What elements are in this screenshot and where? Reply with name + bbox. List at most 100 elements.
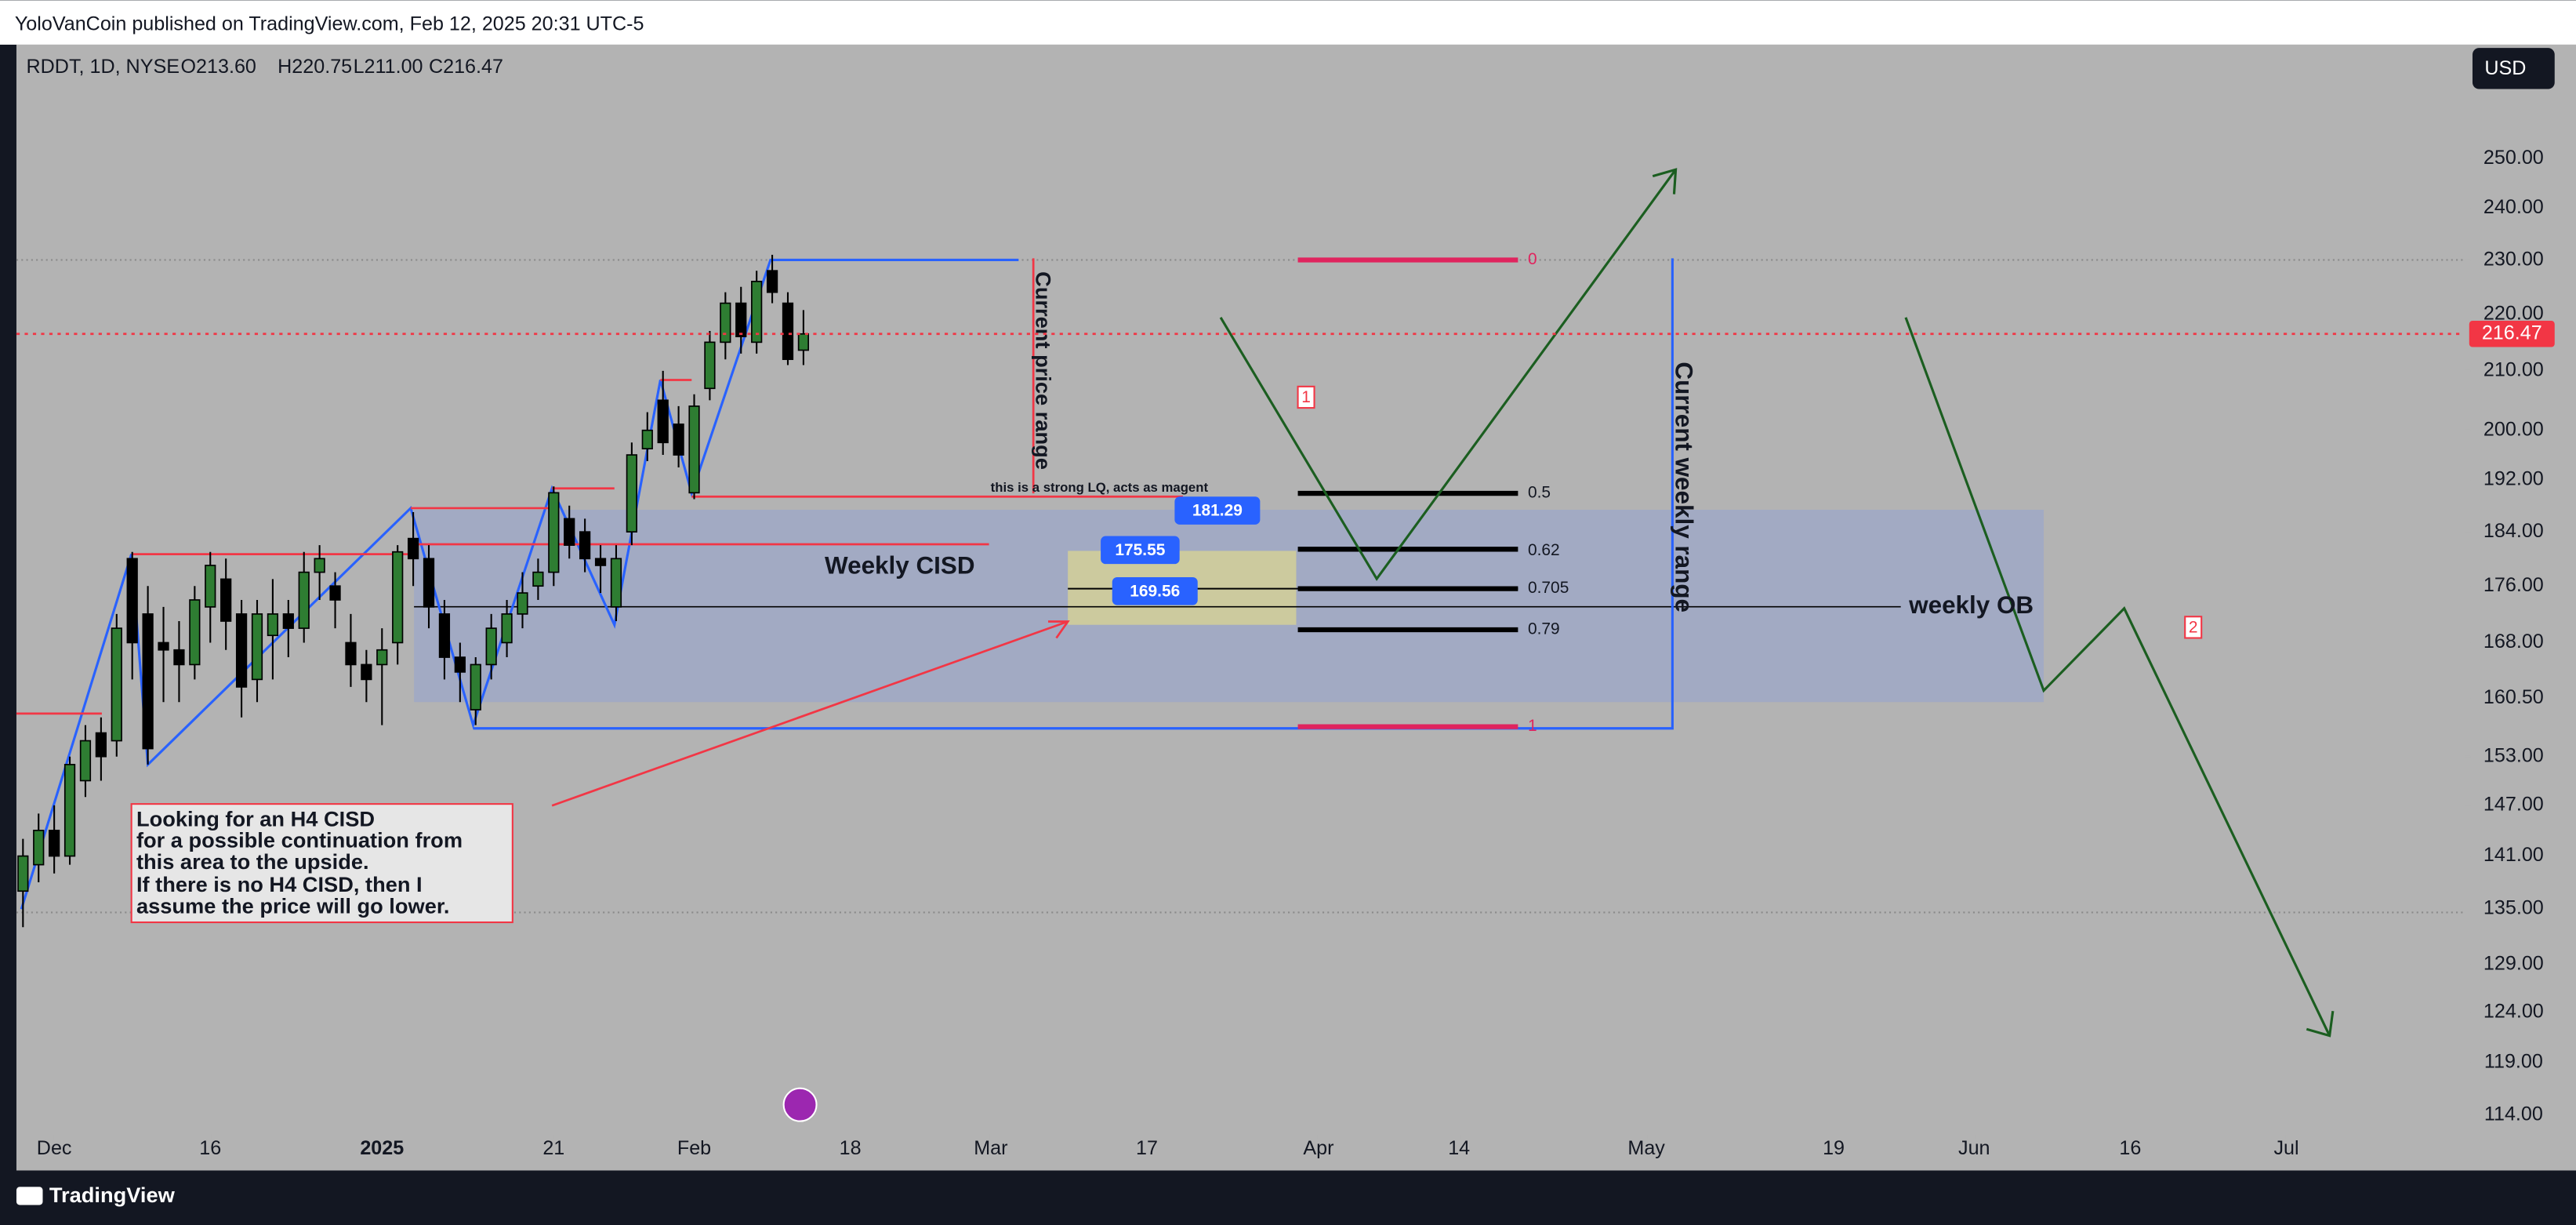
y-tick-label: 200.00 — [2483, 418, 2544, 440]
fib-label: 0.5 — [1528, 484, 1551, 502]
note-line: assume the price will go lower. — [136, 893, 450, 918]
candle-body — [345, 642, 357, 666]
candle-body — [142, 613, 154, 750]
candle-body — [111, 627, 122, 742]
note-line: this area to the upside. — [136, 849, 369, 874]
note-box — [130, 803, 513, 924]
candle-body — [688, 405, 700, 494]
x-tick-label: Apr — [1303, 1137, 1333, 1159]
candle-body — [579, 531, 591, 560]
plot: 250.00 240.00 230.00 220.00 210.00 200.00 192.… — [16, 147, 2555, 1159]
publisher: YoloVanCoin published on TradingView.com… — [15, 13, 644, 35]
candle-body — [454, 656, 466, 673]
x-tick-label: May — [1627, 1137, 1665, 1159]
y-tick-label: 153.00 — [2483, 744, 2544, 766]
candle-body — [158, 642, 169, 651]
y-tick-label: 176.00 — [2483, 574, 2544, 596]
price-badge — [1112, 576, 1198, 605]
candle-body — [641, 429, 653, 449]
last-price-label: 216.47 — [2482, 322, 2542, 344]
candle-body — [267, 613, 279, 637]
event-icon[interactable] — [782, 1087, 818, 1122]
price-badge-label: 169.56 — [1130, 582, 1180, 600]
y-tick-label: 114.00 — [2484, 1103, 2543, 1125]
candle-body — [49, 830, 60, 857]
x-tick-label: Feb — [677, 1137, 711, 1159]
x-tick-label: Jul — [2273, 1137, 2298, 1159]
candle-body — [329, 585, 341, 601]
candle-body — [501, 613, 513, 644]
price-badge-label: 181.29 — [1192, 502, 1243, 520]
ohlc-high: H220.75 — [278, 56, 352, 78]
marker: 2 — [2189, 618, 2198, 636]
y-tick-label: 210.00 — [2483, 359, 2544, 381]
note-line: If there is no H4 CISD, then I — [136, 872, 423, 896]
candle-body — [751, 281, 763, 344]
candle-body — [33, 830, 45, 866]
candle-body — [532, 571, 544, 587]
candle-body — [173, 649, 185, 666]
ob-label: weekly OB — [1908, 591, 2034, 619]
drawings — [16, 168, 2465, 1122]
last-price-badge — [2469, 321, 2555, 347]
price-badge — [1101, 536, 1180, 565]
candle-body — [407, 537, 419, 560]
y-tick-label: 184.00 — [2483, 520, 2544, 542]
weekly-range — [473, 258, 1674, 730]
candle-body — [438, 613, 451, 658]
marker: 1 — [1301, 388, 1311, 406]
y-tick-label: 240.00 — [2483, 196, 2544, 218]
y-tick-label: 119.00 — [2484, 1051, 2543, 1073]
y-tick-label: 160.50 — [2483, 686, 2544, 708]
candle-body — [314, 558, 325, 573]
fib-label: 0 — [1528, 250, 1537, 268]
candle-body — [220, 578, 232, 622]
note-line: for a possible continuation from — [136, 828, 463, 852]
currency-box — [2472, 48, 2555, 89]
candle-body — [392, 551, 404, 644]
candle-body — [720, 302, 731, 344]
marker-box — [2184, 616, 2203, 639]
y-tick-label: 250.00 — [2483, 147, 2544, 169]
currency: USD — [2484, 57, 2526, 79]
weekly-range-label: Current weekly range — [1671, 362, 1698, 612]
y-tick-label: 192.00 — [2483, 468, 2544, 490]
candle-body — [610, 558, 622, 608]
candle-body — [485, 627, 497, 666]
y-tick-label: 129.00 — [2483, 952, 2544, 974]
logo-icon — [16, 1187, 43, 1205]
candle-body — [205, 565, 216, 608]
candle-body — [282, 613, 294, 629]
candle-body — [470, 663, 481, 711]
price-badge — [1174, 496, 1261, 525]
candle-body — [63, 764, 76, 857]
candle-body — [657, 399, 669, 444]
candle-body — [189, 599, 201, 666]
price-range-label: Current price range — [1031, 271, 1055, 470]
x-tick-label: 19 — [1823, 1137, 1845, 1159]
x-tick-label: 16 — [199, 1137, 221, 1159]
symbol: RDDT, 1D, NYSE — [27, 56, 180, 78]
x-tick-label: 18 — [840, 1137, 862, 1159]
fib-label: 1 — [1528, 717, 1537, 735]
candle-body — [766, 270, 778, 293]
candle-body — [797, 333, 810, 351]
candle-body — [361, 663, 372, 681]
y-tick-label: 220.00 — [2483, 302, 2544, 324]
price-badge-label: 175.55 — [1115, 541, 1165, 559]
candle-body — [564, 518, 575, 546]
x-tick-label: 16 — [2119, 1137, 2141, 1159]
x-tick-label: Dec — [37, 1137, 72, 1159]
marker-box — [1297, 385, 1315, 409]
x-tick-label: 2025 — [360, 1137, 404, 1159]
y-tick-label: 124.00 — [2483, 1001, 2544, 1023]
candle-body — [376, 649, 388, 666]
x-tick-label: Mar — [974, 1137, 1007, 1159]
candle-body — [17, 855, 29, 892]
header-bar — [0, 0, 2576, 45]
candle-body — [95, 732, 107, 758]
candle-body — [782, 302, 794, 361]
fib-label: 0.705 — [1528, 579, 1569, 597]
